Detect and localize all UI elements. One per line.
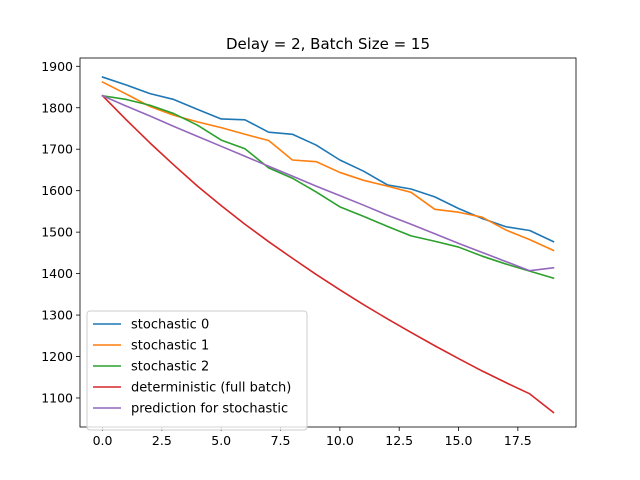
axes-frame	[79, 57, 577, 428]
y-tick-label: 1200	[41, 349, 73, 364]
y-tick-label: 1300	[41, 308, 73, 323]
axes-layer: 0.0 2.5 5.0 7.5 10.0 12.5 15.0 17.5 1100 1200 1300…	[41, 57, 577, 448]
legend-label-0: stochastic 0	[131, 318, 209, 333]
series-line-3	[101, 94, 555, 414]
legend-label-4: prediction for stochastic	[131, 402, 288, 417]
x-tick-label: 7.5	[271, 433, 291, 448]
x-tick-label: 2.5	[152, 433, 172, 448]
chart-title: Delay = 2, Batch Size = 15	[226, 35, 430, 53]
legend-label-2: stochastic 2	[131, 360, 209, 375]
x-tick-label: 17.5	[504, 433, 532, 448]
y-tick-label: 1400	[41, 266, 73, 281]
x-tick-label: 0.0	[93, 433, 113, 448]
legend-box	[86, 310, 308, 431]
legend-label-3: deterministic (full batch)	[131, 381, 291, 396]
y-tick-label: 1600	[41, 183, 73, 198]
y-tick-label: 1500	[41, 225, 73, 240]
y-tick-label: 1800	[41, 100, 73, 115]
y-tick-label: 1100	[41, 390, 73, 405]
x-tick-label: 12.5	[385, 433, 413, 448]
x-tick-label: 10.0	[326, 433, 354, 448]
y-tick-label: 1900	[41, 59, 73, 74]
series-line-2	[101, 94, 555, 280]
y-tick-label: 1700	[41, 142, 73, 157]
legend-label-1: stochastic 1	[131, 339, 209, 354]
x-tick-label: 5.0	[211, 433, 231, 448]
series-line-4	[101, 94, 555, 272]
legend: stochastic 0 stochastic 1 stochastic 2 dete…	[86, 310, 308, 431]
series-layer	[101, 76, 555, 414]
x-tick-label: 15.0	[445, 433, 473, 448]
